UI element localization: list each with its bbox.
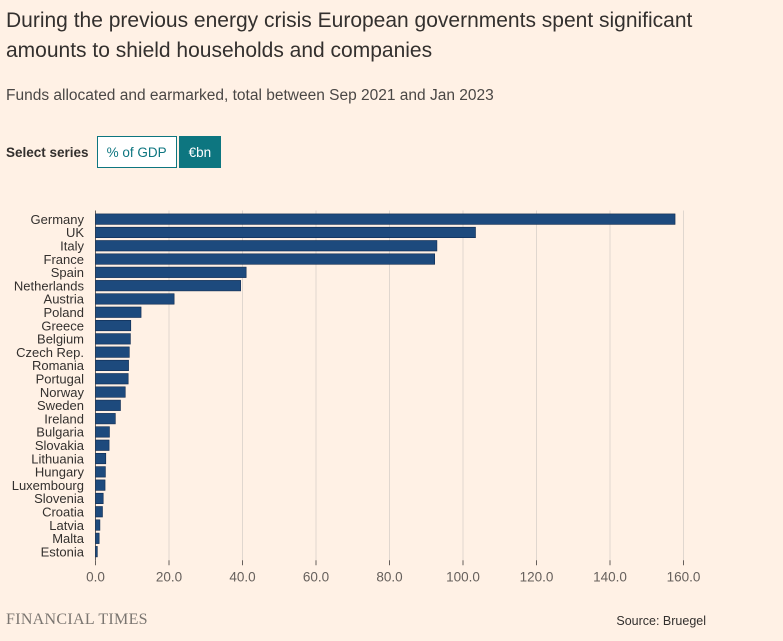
bar-norway <box>95 386 126 398</box>
bar-latvia <box>95 519 101 531</box>
bar-france <box>95 253 436 265</box>
category-label: Luxembourg <box>12 478 84 493</box>
category-label: Bulgaria <box>36 425 84 440</box>
bar-sweden <box>95 399 121 411</box>
x-tick-label: 160.0 <box>667 569 701 584</box>
bar-slovakia <box>95 439 110 451</box>
category-label: Croatia <box>42 505 85 520</box>
bar-estonia <box>95 546 98 558</box>
bar-italy <box>95 240 438 252</box>
category-label: Malta <box>52 531 85 546</box>
category-label: UK <box>66 225 84 240</box>
select-series-label: Select series <box>6 144 89 160</box>
bar-portugal <box>95 373 129 385</box>
ft-brand-logo: FINANCIAL TIMES <box>6 611 148 628</box>
eur-bn-button[interactable]: €bn <box>178 136 222 168</box>
x-tick-label: 80.0 <box>376 569 402 584</box>
category-label: Netherlands <box>14 278 85 293</box>
x-tick-label: 120.0 <box>520 569 554 584</box>
category-label: Italy <box>60 239 84 254</box>
category-label: Slovenia <box>34 491 85 506</box>
category-label: Hungary <box>35 465 85 480</box>
category-label: Latvia <box>49 518 84 533</box>
bar-luxembourg <box>95 479 106 491</box>
category-label: Portugal <box>36 372 85 387</box>
bar-netherlands <box>95 280 241 292</box>
category-label: Czech Rep. <box>16 345 84 360</box>
category-label: Greece <box>41 318 84 333</box>
category-label: Lithuania <box>31 451 85 466</box>
bar-chart: 0.0 20.0 40.0 60.0 80.0 100.0 120.0 140.0 160.0 G… <box>12 210 701 584</box>
bar-bulgaria <box>95 426 110 438</box>
category-label: Belgium <box>37 332 84 347</box>
bar-ireland <box>95 413 116 425</box>
bar-spain <box>95 266 247 278</box>
pct-gdp-button[interactable]: % of GDP <box>96 136 177 168</box>
bar-hungary <box>95 466 106 478</box>
bar-malta <box>95 532 100 544</box>
category-label: Slovakia <box>35 438 85 453</box>
x-tick-label: 0.0 <box>86 569 105 584</box>
bar-romania <box>95 359 129 371</box>
category-label: Germany <box>31 212 85 227</box>
bar-austria <box>95 293 175 305</box>
bar-croatia <box>95 506 103 518</box>
bar-slovenia <box>95 492 104 505</box>
chart-title: During the previous energy crisis Europe… <box>6 9 693 62</box>
bar-poland <box>95 306 142 318</box>
category-label: Estonia <box>41 544 85 559</box>
category-label: Sweden <box>37 398 84 413</box>
category-label: France <box>44 252 84 267</box>
bar-greece <box>95 320 132 332</box>
x-tick-label: 40.0 <box>229 569 255 584</box>
bar-germany <box>95 213 676 225</box>
category-label: Ireland <box>44 411 84 426</box>
bar-lithuania <box>95 452 107 465</box>
series-selector: Select series % of GDP €bn <box>6 135 222 169</box>
category-label: Poland <box>44 305 84 320</box>
category-label: Romania <box>32 358 85 373</box>
bar-czech-rep- <box>95 346 130 358</box>
x-tick-label: 60.0 <box>303 569 329 584</box>
bar-belgium <box>95 333 131 345</box>
x-tick-label: 20.0 <box>156 569 182 584</box>
source-note: Source: Bruegel <box>616 614 706 628</box>
bar-uk <box>95 226 476 239</box>
x-tick-label: 100.0 <box>446 569 480 584</box>
category-label: Austria <box>44 292 85 307</box>
chart-subtitle: Funds allocated and earmarked, total bet… <box>6 87 494 104</box>
category-label: Norway <box>40 385 85 400</box>
category-label: Spain <box>51 265 84 280</box>
x-tick-label: 140.0 <box>593 569 627 584</box>
